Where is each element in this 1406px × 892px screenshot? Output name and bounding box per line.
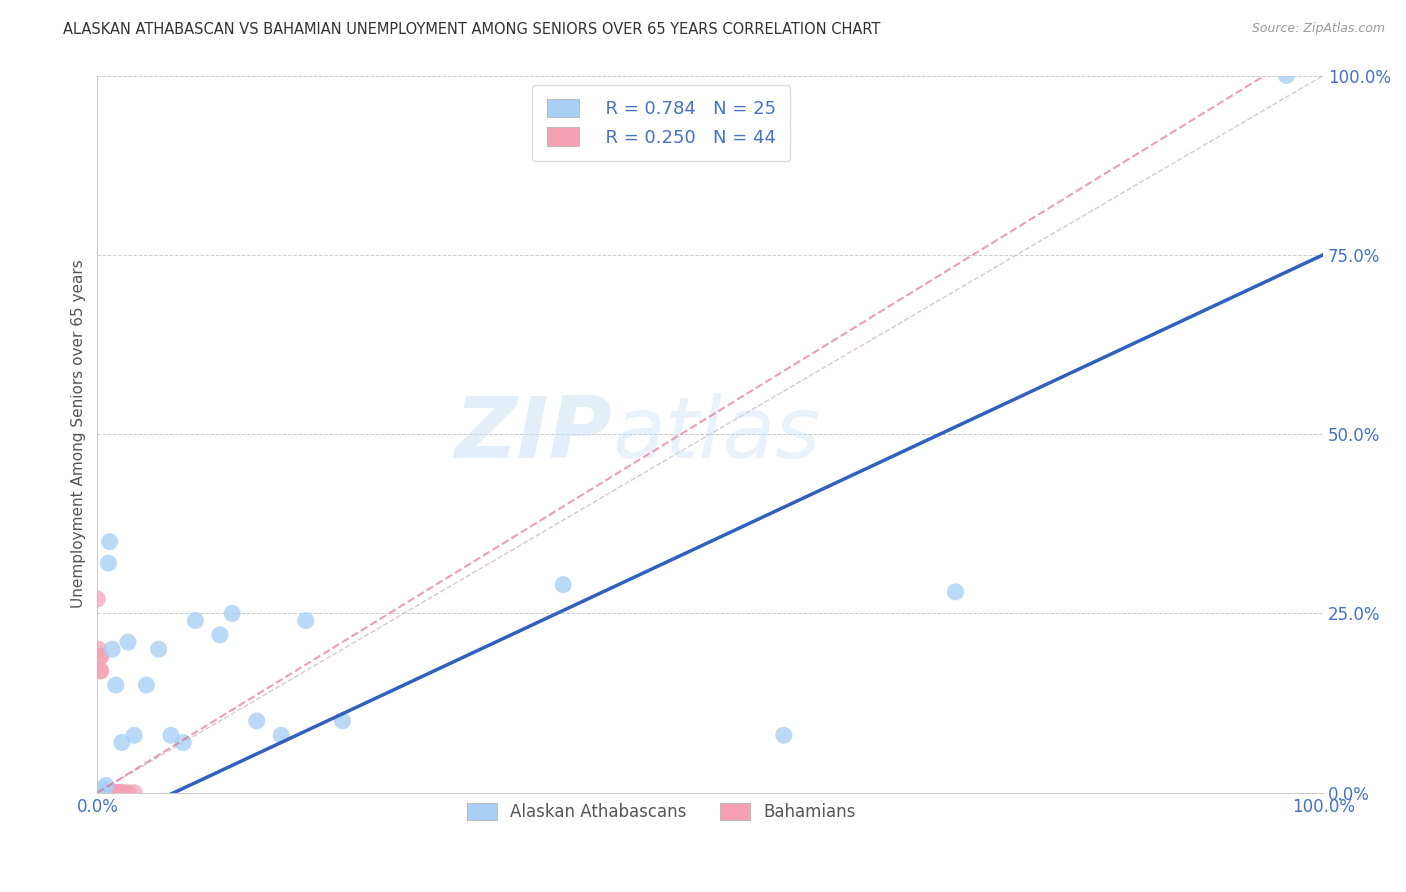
Point [270, 728, 292, 742]
Point [101, 642, 124, 657]
Point [97, 786, 120, 800]
Point [94, 779, 117, 793]
Point [135, 678, 157, 692]
Point [110, 786, 132, 800]
Point [94, 786, 117, 800]
Point [208, 628, 231, 642]
Point [945, 585, 967, 599]
Point [104, 678, 127, 692]
Point [93, 786, 115, 800]
Point [91, 786, 114, 800]
Point [90, 786, 112, 800]
Point [97, 786, 120, 800]
Point [100, 786, 122, 800]
Point [93, 786, 115, 800]
Point [221, 607, 243, 621]
Point [111, 786, 134, 800]
Point [86, 786, 108, 800]
Point [89, 664, 111, 678]
Point [90, 649, 112, 664]
Point [103, 786, 125, 800]
Point [111, 735, 134, 749]
Legend: Alaskan Athabascans, Bahamians: Alaskan Athabascans, Bahamians [454, 789, 869, 835]
Point [86, 786, 108, 800]
Point [91, 786, 114, 800]
Point [332, 714, 354, 728]
Text: ALASKAN ATHABASCAN VS BAHAMIAN UNEMPLOYMENT AMONG SENIORS OVER 65 YEARS CORRELAT: ALASKAN ATHABASCAN VS BAHAMIAN UNEMPLOYM… [63, 22, 880, 37]
Point [148, 642, 170, 657]
Point [294, 614, 316, 628]
Text: ZIP: ZIP [454, 392, 612, 475]
Point [86, 786, 108, 800]
Point [86, 786, 108, 800]
Point [86, 786, 108, 800]
Point [86, 786, 108, 800]
Point [87, 786, 110, 800]
Point [96, 786, 118, 800]
Point [101, 786, 124, 800]
Point [108, 786, 131, 800]
Point [93, 782, 115, 797]
Point [86, 786, 108, 800]
Point [103, 786, 125, 800]
Point [184, 614, 207, 628]
Point [98, 786, 121, 800]
Point [105, 786, 128, 800]
Y-axis label: Unemployment Among Seniors over 65 years: Unemployment Among Seniors over 65 years [72, 260, 86, 608]
Text: Source: ZipAtlas.com: Source: ZipAtlas.com [1251, 22, 1385, 36]
Point [246, 714, 269, 728]
Point [89, 649, 111, 664]
Point [93, 786, 115, 800]
Point [86, 786, 108, 800]
Point [96, 786, 118, 800]
Point [98, 534, 121, 549]
Point [172, 735, 194, 749]
Point [160, 728, 183, 742]
Point [93, 786, 115, 800]
Point [107, 786, 129, 800]
Point [122, 728, 145, 742]
Point [122, 786, 145, 800]
Point [104, 786, 127, 800]
Point [117, 786, 139, 800]
Point [117, 635, 139, 649]
Point [86, 786, 108, 800]
Point [90, 664, 112, 678]
Point [553, 577, 575, 591]
Point [772, 728, 794, 742]
Point [112, 786, 135, 800]
Point [93, 786, 115, 800]
Text: atlas: atlas [612, 392, 820, 475]
Point [86, 592, 108, 607]
Point [97, 556, 120, 570]
Point [98, 786, 121, 800]
Point [94, 786, 117, 800]
Point [87, 642, 110, 657]
Point [1275, 69, 1298, 83]
